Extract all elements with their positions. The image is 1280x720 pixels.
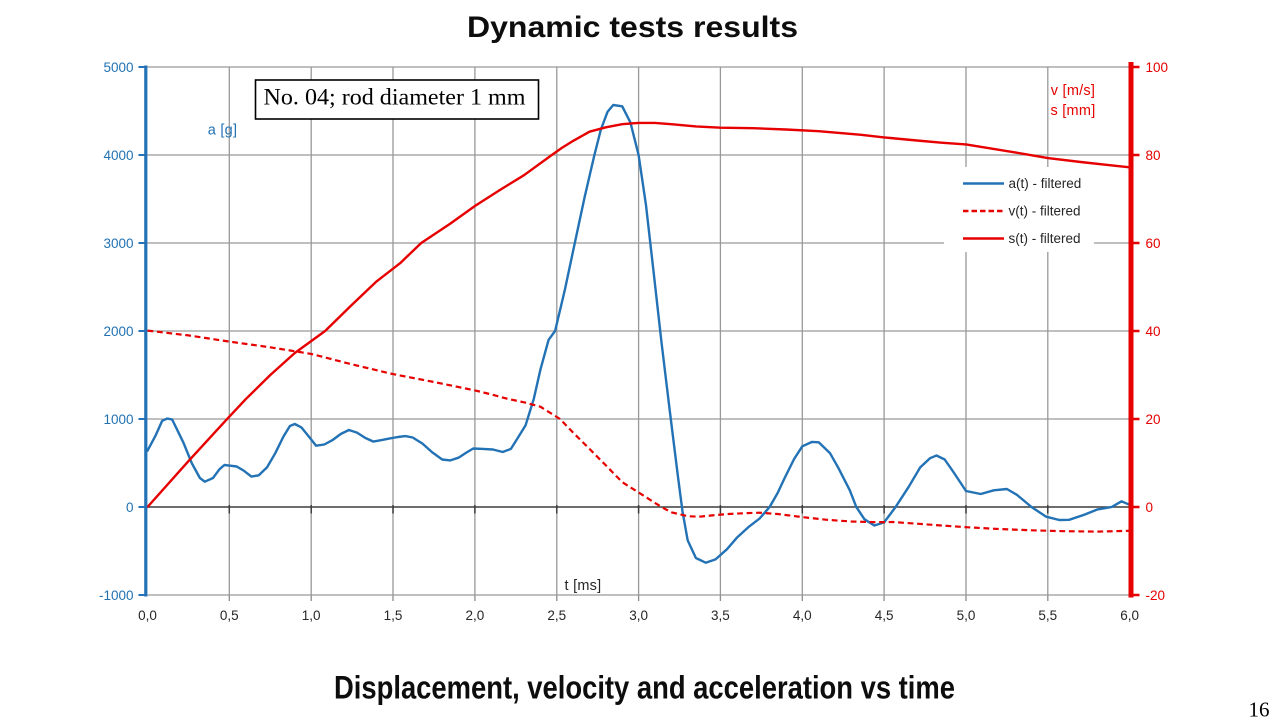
svg-text:a [g]: a [g] bbox=[208, 123, 237, 139]
svg-text:40: 40 bbox=[1146, 324, 1161, 339]
svg-text:0: 0 bbox=[126, 500, 134, 515]
svg-text:0,5: 0,5 bbox=[220, 608, 239, 623]
svg-text:v(t) - filtered: v(t) - filtered bbox=[1009, 204, 1081, 219]
svg-text:1000: 1000 bbox=[103, 412, 133, 427]
svg-text:No. 04; rod diameter 1 mm: No. 04; rod diameter 1 mm bbox=[264, 85, 526, 111]
svg-text:3,0: 3,0 bbox=[629, 608, 648, 623]
svg-text:6,0: 6,0 bbox=[1120, 608, 1139, 623]
svg-text:2,0: 2,0 bbox=[466, 608, 485, 623]
svg-text:5,5: 5,5 bbox=[1038, 608, 1057, 623]
svg-text:3,5: 3,5 bbox=[711, 608, 730, 623]
svg-text:5000: 5000 bbox=[103, 60, 133, 75]
svg-text:1,0: 1,0 bbox=[302, 608, 321, 623]
svg-text:s [mm]: s [mm] bbox=[1051, 103, 1096, 119]
svg-text:100: 100 bbox=[1146, 60, 1169, 75]
svg-text:0,0: 0,0 bbox=[138, 608, 157, 623]
svg-text:4000: 4000 bbox=[103, 148, 133, 163]
svg-text:Dynamic tests results: Dynamic tests results bbox=[467, 11, 798, 44]
svg-text:3000: 3000 bbox=[103, 236, 133, 251]
svg-text:5,0: 5,0 bbox=[957, 608, 976, 623]
svg-text:-20: -20 bbox=[1146, 588, 1166, 603]
svg-text:s(t) - filtered: s(t) - filtered bbox=[1009, 231, 1081, 246]
svg-text:60: 60 bbox=[1146, 236, 1161, 251]
svg-text:v [m/s]: v [m/s] bbox=[1051, 83, 1095, 99]
svg-text:80: 80 bbox=[1146, 148, 1161, 163]
svg-text:0: 0 bbox=[1146, 500, 1154, 515]
svg-text:20: 20 bbox=[1146, 412, 1161, 427]
svg-text:2000: 2000 bbox=[103, 324, 133, 339]
svg-text:a(t) - filtered: a(t) - filtered bbox=[1009, 176, 1082, 191]
svg-text:4,0: 4,0 bbox=[793, 608, 812, 623]
svg-text:1,5: 1,5 bbox=[384, 608, 403, 623]
svg-text:-1000: -1000 bbox=[99, 588, 134, 603]
svg-text:16: 16 bbox=[1249, 698, 1270, 720]
svg-text:2,5: 2,5 bbox=[547, 608, 566, 623]
svg-text:Displacement, velocity and acc: Displacement, velocity and acceleration … bbox=[334, 670, 955, 706]
svg-text:4,5: 4,5 bbox=[875, 608, 894, 623]
svg-text:t [ms]: t [ms] bbox=[565, 578, 602, 594]
